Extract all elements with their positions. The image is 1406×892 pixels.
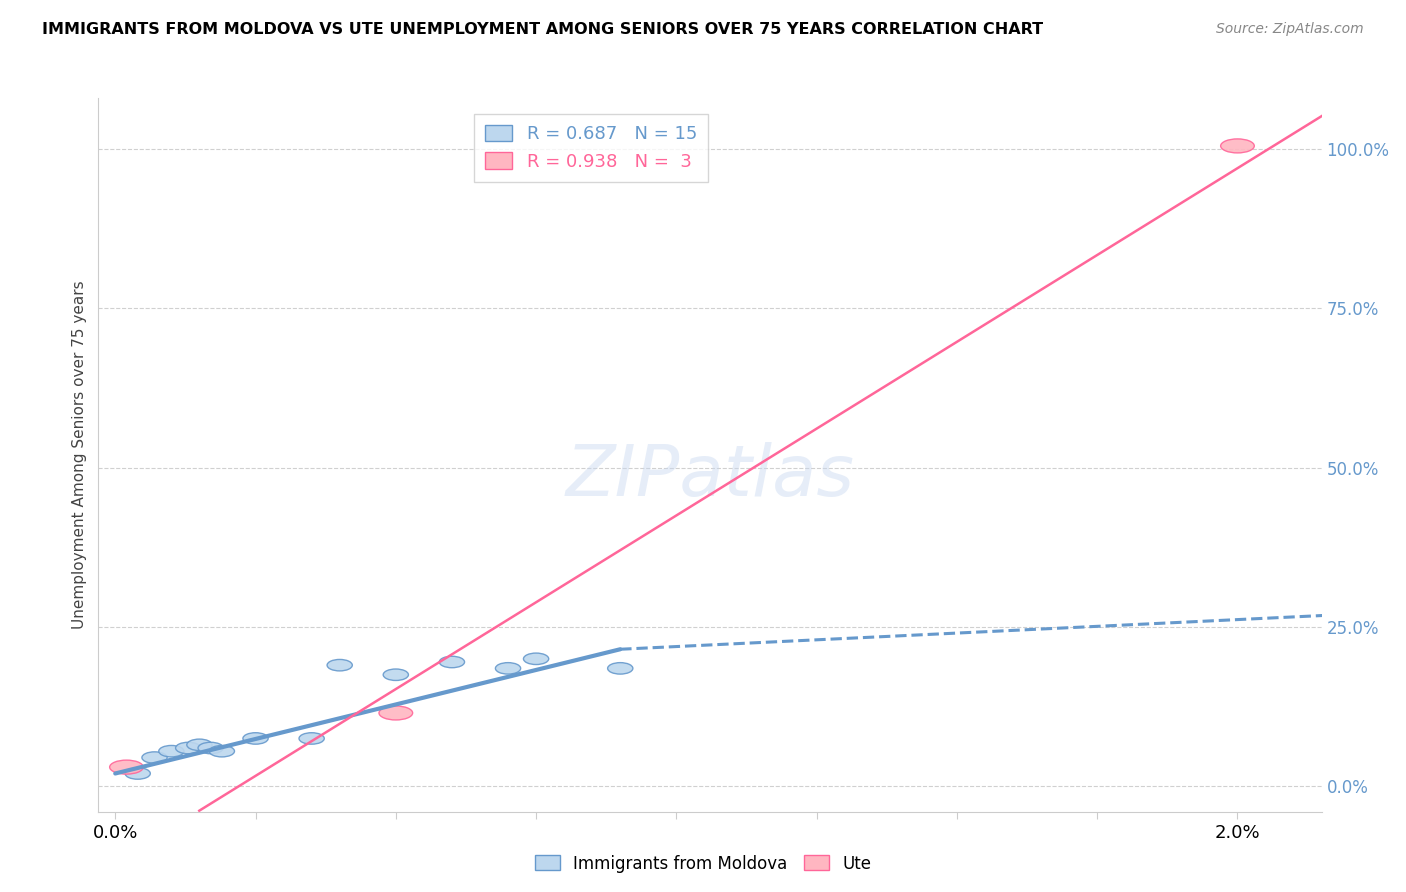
Legend: R = 0.687   N = 15, R = 0.938   N =  3: R = 0.687 N = 15, R = 0.938 N = 3 bbox=[474, 114, 709, 181]
Ellipse shape bbox=[198, 742, 224, 754]
Ellipse shape bbox=[187, 739, 212, 750]
Text: Source: ZipAtlas.com: Source: ZipAtlas.com bbox=[1216, 22, 1364, 37]
Ellipse shape bbox=[328, 659, 353, 671]
Y-axis label: Unemployment Among Seniors over 75 years: Unemployment Among Seniors over 75 years bbox=[72, 281, 87, 629]
Ellipse shape bbox=[110, 760, 143, 774]
Text: IMMIGRANTS FROM MOLDOVA VS UTE UNEMPLOYMENT AMONG SENIORS OVER 75 YEARS CORRELAT: IMMIGRANTS FROM MOLDOVA VS UTE UNEMPLOYM… bbox=[42, 22, 1043, 37]
Ellipse shape bbox=[495, 663, 520, 674]
Ellipse shape bbox=[380, 706, 412, 720]
Ellipse shape bbox=[159, 746, 184, 757]
Text: ZIPatlas: ZIPatlas bbox=[565, 442, 855, 511]
Ellipse shape bbox=[607, 663, 633, 674]
Ellipse shape bbox=[209, 746, 235, 757]
Ellipse shape bbox=[384, 669, 408, 681]
Ellipse shape bbox=[523, 653, 548, 665]
Legend: Immigrants from Moldova, Ute: Immigrants from Moldova, Ute bbox=[529, 848, 877, 880]
Ellipse shape bbox=[299, 732, 325, 744]
Ellipse shape bbox=[176, 742, 201, 754]
Ellipse shape bbox=[142, 752, 167, 764]
Ellipse shape bbox=[125, 768, 150, 780]
Ellipse shape bbox=[243, 732, 269, 744]
Ellipse shape bbox=[439, 657, 464, 668]
Ellipse shape bbox=[1220, 139, 1254, 153]
